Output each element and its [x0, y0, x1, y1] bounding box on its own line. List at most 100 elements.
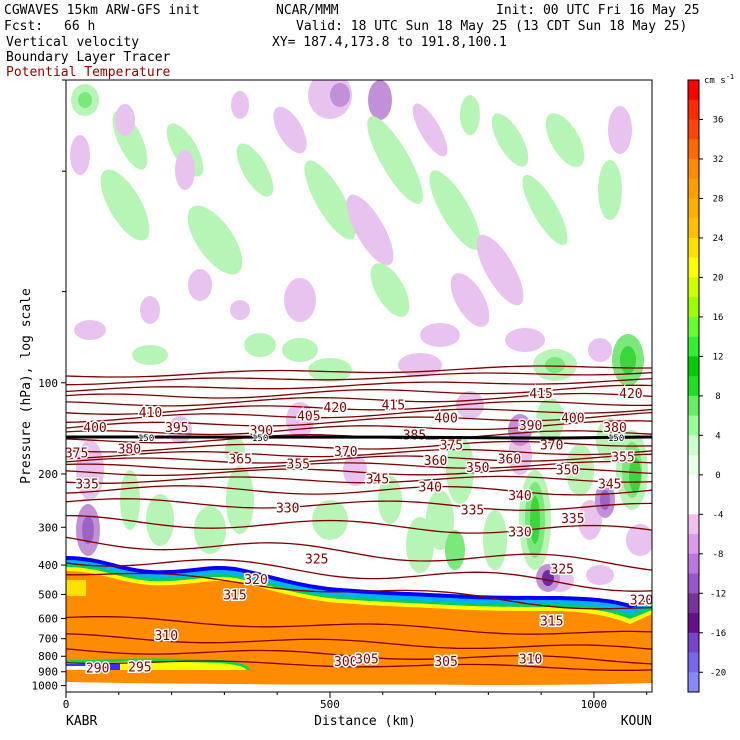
y-tick-label: 800: [38, 650, 58, 663]
theta-label: 390: [519, 419, 542, 434]
colorbar-label: -12: [710, 589, 726, 599]
theta-label: 350: [466, 461, 489, 476]
left-endpoint-label: KABR: [66, 714, 97, 729]
theta-label: 370: [540, 439, 563, 454]
theta-label: 325: [305, 552, 328, 567]
colorbar: 36 32 28 24 20 16 12 8 4 0 -4 -8 -12 -16 -20: [687, 79, 726, 693]
colorbar-swatch: [688, 297, 699, 318]
colorbar-swatch: [688, 593, 699, 614]
theta-label: 340: [508, 489, 531, 504]
colorbar-label: 36: [713, 115, 724, 125]
colorbar-unit: cm s-1: [704, 73, 734, 86]
colorbar-swatch: [688, 652, 699, 673]
theta-contour: [66, 660, 652, 671]
theta-label: 415: [382, 399, 405, 414]
colorbar-swatch: [688, 198, 699, 219]
y-axis-label: Pressure (hPa), log scale: [19, 288, 34, 484]
colorbar-swatch: [688, 376, 699, 397]
theta-contour: [66, 559, 652, 592]
plot-frame: [65, 79, 653, 693]
colorbar-swatch: [688, 139, 699, 160]
colorbar-swatch: [688, 514, 699, 535]
theta-label: 380: [118, 443, 141, 458]
colorbar-label: -20: [710, 668, 726, 678]
theta-label: 325: [551, 562, 574, 577]
y-tick-label: 200: [38, 468, 58, 481]
theta-contour: [66, 467, 652, 477]
theta-contour: [66, 448, 652, 460]
theta-label: 375: [65, 447, 88, 462]
theta-contour: [66, 371, 652, 386]
colorbar-swatch: [688, 178, 699, 199]
colorbar-label: 8: [715, 392, 720, 402]
y-tick-label: 400: [38, 559, 58, 572]
upper-velocity-blobs: [70, 80, 644, 386]
theta-contour: [66, 485, 652, 496]
colorbar-swatch: [688, 316, 699, 338]
theta-label: 320: [630, 594, 653, 609]
theta-contour: [66, 475, 652, 484]
colorbar-swatch: [688, 534, 699, 555]
terrain: [66, 682, 652, 692]
y-tick-label: 300: [38, 521, 58, 534]
colorbar-swatch: [688, 119, 699, 140]
theta-contour: [66, 633, 652, 650]
colorbar-label: -4: [713, 510, 724, 520]
theta-label: 295: [128, 661, 151, 676]
colorbar-swatch: [688, 257, 699, 278]
valid-time: Valid: 18 UTC Sun 18 May 25 (13 CDT Sun …: [296, 19, 688, 34]
cross-section-endpoints: XY= 187.4,173.8 to 191.8,100.1: [272, 35, 507, 50]
theta-label: 360: [424, 454, 447, 469]
mid-velocity-blobs: [76, 391, 652, 592]
colorbar-swatch: [688, 336, 699, 357]
forecast-hours: 66 h: [64, 19, 96, 34]
theta-label: 310: [155, 629, 178, 644]
colorbar-swatch: [688, 415, 699, 436]
colorbar-swatch: [688, 435, 699, 456]
theta-label: 310: [519, 653, 542, 668]
colorbar-swatch: [688, 474, 699, 496]
y-tick-label: 700: [38, 633, 58, 646]
colorbar-swatch: [688, 455, 699, 476]
tropopause-marker-line: [66, 435, 652, 440]
y-tick-label: 500: [38, 588, 58, 601]
colorbar-swatch: [688, 237, 699, 259]
org-label: NCAR/MMM: [276, 3, 339, 18]
theta-label: 305: [355, 653, 378, 668]
colorbar-label: 28: [713, 194, 724, 204]
theta-contour: [66, 572, 652, 610]
y-tick-label: 600: [38, 612, 58, 625]
theta-contour: [66, 536, 652, 571]
colorbar-frame: [687, 79, 700, 693]
theta-label: 395: [165, 421, 188, 436]
colorbar-swatch: [688, 158, 699, 180]
colorbar-swatch: [688, 672, 699, 693]
theta-label: 400: [561, 411, 584, 426]
theta-contour: [66, 408, 652, 423]
x-tick-label: 500: [320, 698, 340, 711]
colorbar-label: 32: [713, 155, 724, 165]
theta-label: 355: [611, 450, 634, 465]
theta-label: 410: [139, 406, 162, 421]
colorbar-swatch: [688, 80, 699, 101]
theta-label: 290: [86, 661, 109, 676]
colorbar-label: 24: [713, 234, 724, 244]
theta-label: 375: [440, 439, 463, 454]
theta-label: 400: [83, 421, 106, 436]
theta-label: 300: [334, 655, 357, 670]
colorbar-swatch: [688, 613, 699, 634]
theta-label: 315: [540, 615, 563, 630]
theta-contour: [66, 514, 652, 534]
colorbar-label: 4: [715, 431, 720, 441]
theta-contour: [66, 411, 652, 429]
theta-label: 320: [244, 573, 267, 588]
theta-label: 350: [556, 463, 579, 478]
colorbar-label: 16: [713, 313, 724, 323]
colorbar-label: 20: [713, 273, 724, 283]
x-tick-label: 1000: [581, 698, 608, 711]
theta-label: 340: [419, 480, 442, 495]
colorbar-swatch: [688, 99, 699, 120]
theta-label: 405: [297, 409, 320, 424]
init-time: Init: 00 UTC Fri 16 May 25: [496, 3, 700, 18]
colorbar-swatch: [688, 553, 699, 575]
